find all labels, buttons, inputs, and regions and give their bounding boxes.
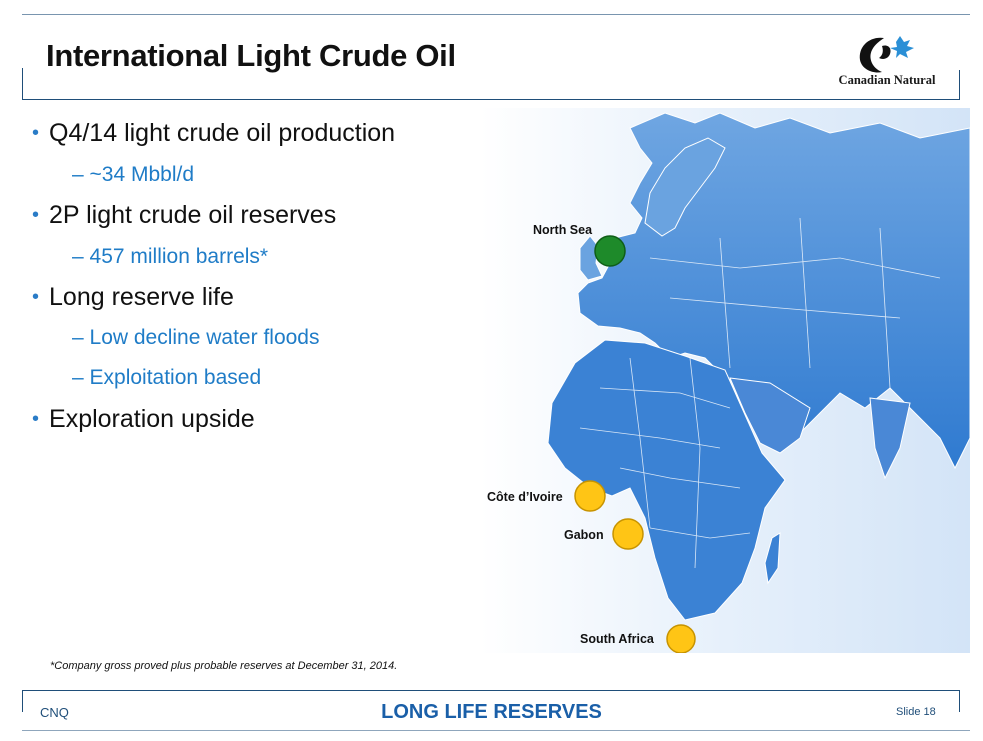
bullet-production: • Q4/14 light crude oil production xyxy=(32,119,396,147)
bullet-reserve-life: • Long reserve life xyxy=(32,283,234,311)
label-gabon: Gabon xyxy=(564,528,604,542)
marker-north-sea[interactable] xyxy=(594,235,626,267)
slide-title: International Light Crude Oil xyxy=(46,38,456,73)
label-cote-divoire: Côte d’Ivoire xyxy=(487,490,563,504)
arabia-landmass xyxy=(729,377,811,454)
africa-landmass xyxy=(547,339,786,621)
bullet-exploration: • Exploration upside xyxy=(32,405,255,433)
footer-tagline: LONG LIFE RESERVES xyxy=(381,701,602,723)
bullet-reserves: • 2P light crude oil reserves xyxy=(32,201,337,229)
company-logo: Canadian Natural xyxy=(826,32,948,90)
india-landmass xyxy=(869,397,911,480)
header-right-bracket xyxy=(959,70,960,100)
footer-top-line xyxy=(22,690,960,691)
footer-ticker: CNQ xyxy=(40,705,69,720)
label-south-africa: South Africa xyxy=(580,632,654,646)
reserves-footnote: *Company gross proved plus probable rese… xyxy=(50,660,398,672)
sub-bullet-production: – ~34 Mbbl/d xyxy=(72,163,195,186)
bullet-dot-icon: • xyxy=(32,122,40,144)
footer-right-bracket xyxy=(959,690,960,712)
marker-south-africa[interactable] xyxy=(666,624,696,653)
label-north-sea: North Sea xyxy=(533,223,593,237)
sub-bullet-reserves: – 457 million barrels* xyxy=(72,245,269,268)
header-left-bracket xyxy=(22,68,23,100)
madagascar-landmass xyxy=(764,532,781,585)
logo-mark-icon xyxy=(859,36,914,73)
country-borders xyxy=(579,217,941,569)
bullet-dot-icon: • xyxy=(32,408,40,430)
bullet-dot-icon: • xyxy=(32,204,40,226)
sub-bullet-exploitation: – Exploitation based xyxy=(72,366,262,389)
footer-left-bracket xyxy=(22,690,23,712)
header-top-line xyxy=(22,14,970,15)
slide-number: Slide 18 xyxy=(896,706,936,718)
bullet-dot-icon: • xyxy=(32,286,40,308)
header-bottom-line xyxy=(22,99,960,100)
sub-bullet-water-floods: – Low decline water floods xyxy=(72,326,320,349)
world-map xyxy=(480,108,970,653)
marker-cote-divoire[interactable] xyxy=(574,480,606,512)
page-bottom-line xyxy=(22,730,970,731)
scandinavia-landmass xyxy=(644,137,726,237)
logo-text: Canadian Natural xyxy=(838,73,936,87)
marker-gabon[interactable] xyxy=(612,518,644,550)
